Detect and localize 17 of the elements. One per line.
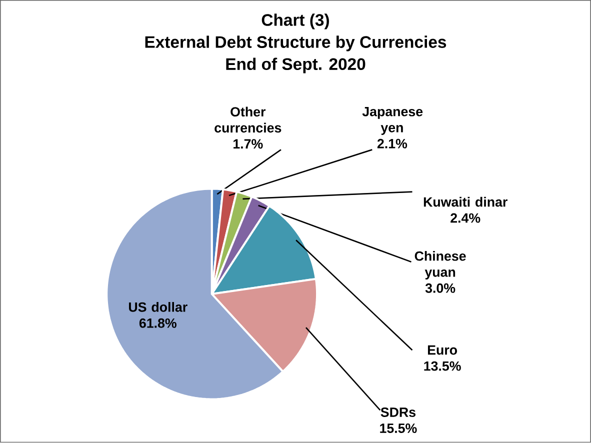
slice-label: Euro <box>428 346 458 355</box>
slice-label: SDRs <box>380 408 416 418</box>
data-label: 15.5% <box>380 424 417 434</box>
data-label: 13.5% <box>424 361 461 371</box>
slice-label: US dollar <box>128 302 188 312</box>
data-label: 2.4% <box>450 213 480 223</box>
slice-label: Other currencies <box>214 106 282 133</box>
chart-title: External Debt Structure by Currencies <box>145 36 446 52</box>
slice-label: Kuwaiti dinar <box>424 197 508 207</box>
data-label: 1.7% <box>234 139 263 149</box>
data-label: 61.8% <box>139 318 176 328</box>
chart-subtitle: End of Sept. 2020 <box>226 58 366 74</box>
slice-label: Chinese yuan <box>414 251 466 280</box>
text: Chart (3) <box>262 14 329 30</box>
slice-label: Japanese yen <box>362 107 423 136</box>
data-label: 3.0% <box>425 284 456 294</box>
data-label: 2.1% <box>377 139 408 148</box>
